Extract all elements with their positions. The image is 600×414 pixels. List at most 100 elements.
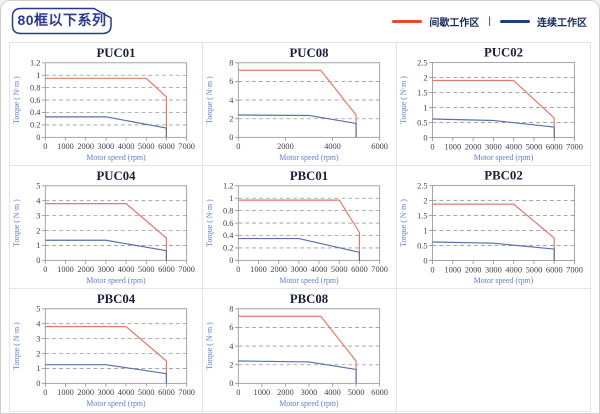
- svg-text:4: 4: [36, 196, 41, 205]
- empty-cell: [396, 289, 590, 412]
- svg-text:1000: 1000: [251, 265, 268, 274]
- svg-text:3000: 3000: [291, 265, 308, 274]
- svg-text:2000: 2000: [464, 142, 481, 151]
- svg-text:0.5: 0.5: [417, 118, 427, 127]
- svg-text:0.4: 0.4: [223, 231, 234, 240]
- svg-text:0.8: 0.8: [223, 206, 233, 215]
- svg-text:6000: 6000: [158, 142, 175, 151]
- svg-text:3000: 3000: [301, 388, 318, 397]
- svg-text:6000: 6000: [372, 142, 389, 151]
- torque-speed-chart-svg: PUC04 0 1 2 3 4 5 0 1000 2000 3000 4000 5000 6000 7000…: [12, 169, 195, 285]
- svg-text:Torque ( N·m ): Torque ( N·m ): [12, 199, 21, 247]
- svg-text:4000: 4000: [325, 388, 342, 397]
- svg-text:2: 2: [36, 349, 40, 358]
- svg-text:0: 0: [230, 256, 234, 265]
- chart-cell: PUC04 0 1 2 3 4 5 0 1000 2000 3000 4000 5000 6000 7000…: [10, 166, 204, 289]
- svg-text:0.5: 0.5: [417, 241, 427, 250]
- svg-text:5000: 5000: [525, 142, 542, 151]
- svg-text:PUC08: PUC08: [290, 46, 329, 60]
- svg-text:Motor speed (rpm): Motor speed (rpm): [280, 399, 340, 408]
- chart-grid: PUC01 0 0.2 0.4 0.6 0.8 1 1.2 0 1000 2000 3000 4000 5…: [9, 42, 591, 412]
- svg-text:4000: 4000: [311, 265, 328, 274]
- svg-text:0: 0: [230, 133, 234, 142]
- chart-cell: PBC02 0 0.5 1 1.5 2 2.5 0 1000 2000 3000 4000 5000 60…: [396, 166, 590, 289]
- svg-text:2: 2: [36, 226, 40, 235]
- svg-text:1000: 1000: [444, 265, 461, 274]
- svg-text:6000: 6000: [351, 265, 368, 274]
- svg-text:Motor speed (rpm): Motor speed (rpm): [86, 399, 146, 408]
- svg-text:2000: 2000: [271, 265, 288, 274]
- svg-text:PBC02: PBC02: [484, 169, 522, 183]
- svg-text:7000: 7000: [372, 265, 389, 274]
- svg-text:6000: 6000: [546, 265, 563, 274]
- svg-text:6000: 6000: [158, 388, 175, 397]
- series-tab-label: 80框以下系列: [17, 12, 107, 28]
- svg-text:0: 0: [237, 388, 241, 397]
- svg-text:7000: 7000: [566, 265, 583, 274]
- svg-text:0: 0: [230, 379, 234, 388]
- svg-text:0: 0: [423, 133, 427, 142]
- legend-separator: |: [488, 16, 491, 27]
- svg-text:1: 1: [36, 241, 40, 250]
- svg-text:Torque ( N·m ): Torque ( N·m ): [205, 322, 214, 370]
- svg-text:3000: 3000: [98, 388, 115, 397]
- svg-text:5: 5: [36, 182, 40, 191]
- svg-text:1000: 1000: [57, 265, 74, 274]
- svg-text:Motor speed (rpm): Motor speed (rpm): [473, 153, 533, 162]
- svg-text:Motor speed (rpm): Motor speed (rpm): [280, 276, 340, 285]
- svg-text:1: 1: [423, 103, 427, 112]
- svg-text:0: 0: [237, 142, 241, 151]
- svg-text:3000: 3000: [485, 265, 502, 274]
- svg-text:6: 6: [230, 323, 234, 332]
- svg-text:5000: 5000: [138, 142, 155, 151]
- svg-text:0: 0: [237, 265, 241, 274]
- torque-speed-chart-svg: PBC01 0 0.2 0.4 0.6 0.8 1 1.2 0 1000 2000 3000 4000 5…: [205, 169, 389, 285]
- svg-text:2000: 2000: [277, 388, 294, 397]
- svg-text:2000: 2000: [464, 265, 481, 274]
- svg-text:5000: 5000: [331, 265, 348, 274]
- intermittent-zone-swatch: [392, 20, 423, 23]
- svg-text:PBC04: PBC04: [97, 292, 136, 306]
- svg-text:1.2: 1.2: [223, 182, 233, 191]
- chart-pbc01: PBC01 0 0.2 0.4 0.6 0.8 1 1.2 0 1000 2000 3000 4000 5…: [203, 166, 395, 288]
- svg-text:4: 4: [36, 319, 41, 328]
- svg-text:0: 0: [36, 256, 40, 265]
- svg-text:4000: 4000: [118, 142, 135, 151]
- svg-text:0: 0: [36, 379, 40, 388]
- chart-cell: PBC01 0 0.2 0.4 0.6 0.8 1 1.2 0 1000 2000 3000 4000 5…: [203, 166, 397, 289]
- svg-text:5000: 5000: [138, 265, 155, 274]
- svg-text:2: 2: [230, 114, 234, 123]
- chart-pbc08: PBC08 0 2 4 6 8 0 1000 2000 3000 4000 5000 6000 Motor…: [203, 289, 395, 411]
- svg-text:3000: 3000: [98, 265, 115, 274]
- svg-text:7000: 7000: [566, 142, 583, 151]
- svg-text:0.8: 0.8: [30, 83, 40, 92]
- svg-text:7000: 7000: [178, 265, 195, 274]
- svg-text:2.5: 2.5: [417, 58, 427, 67]
- svg-text:3000: 3000: [98, 142, 115, 151]
- svg-text:2: 2: [423, 196, 427, 205]
- svg-text:Torque ( N·m ): Torque ( N·m ): [399, 199, 408, 247]
- svg-text:2000: 2000: [77, 265, 94, 274]
- svg-text:5000: 5000: [348, 388, 365, 397]
- chart-cell: PUC02 0 0.5 1 1.5 2 2.5 0 1000 2000 3000 4000 5000 60…: [396, 43, 590, 166]
- chart-cell: PUC01 0 0.2 0.4 0.6 0.8 1 1.2 0 1000 2000 3000 4000 5…: [10, 43, 204, 166]
- continuous-zone-swatch: [500, 20, 530, 23]
- svg-text:4000: 4000: [118, 265, 135, 274]
- series-tab-outline: [11, 7, 112, 35]
- svg-text:PUC04: PUC04: [96, 169, 136, 183]
- svg-text:0.6: 0.6: [223, 219, 233, 228]
- svg-text:8: 8: [230, 59, 234, 68]
- svg-text:0: 0: [430, 142, 434, 151]
- series-tab-80-frame[interactable]: 80框以下系列: [10, 7, 114, 35]
- svg-text:4000: 4000: [505, 142, 522, 151]
- torque-speed-chart-svg: PBC04 0 1 2 3 4 5 0 1000 2000 3000 4000 5000 6000 7000…: [12, 292, 195, 408]
- svg-text:5000: 5000: [525, 265, 542, 274]
- svg-text:0: 0: [423, 256, 427, 265]
- svg-text:4: 4: [230, 96, 235, 105]
- svg-text:Motor speed (rpm): Motor speed (rpm): [473, 276, 533, 285]
- svg-text:Torque ( N·m ): Torque ( N·m ): [12, 322, 21, 370]
- svg-text:6000: 6000: [372, 388, 389, 397]
- svg-text:1.5: 1.5: [417, 211, 427, 220]
- svg-text:0.4: 0.4: [30, 108, 41, 117]
